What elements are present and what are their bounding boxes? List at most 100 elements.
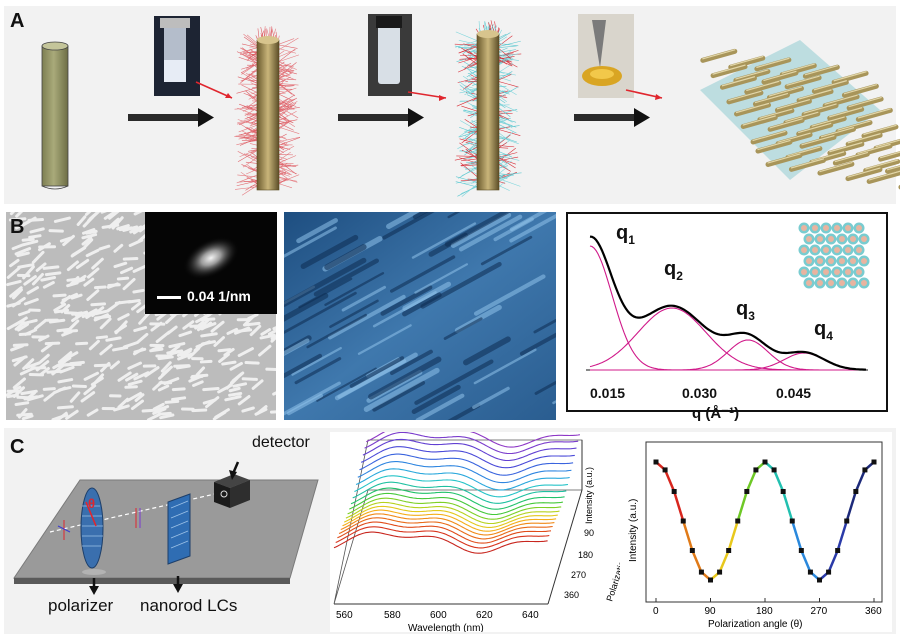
intensity-data-point [717,569,723,575]
panel-a [4,6,896,204]
polarizer-disk [80,487,106,575]
intensity-plot-frame [645,441,883,603]
intensity-data-point [826,569,832,575]
spectra-depth-tick: 360 [564,590,579,600]
spectra-x-tick: 600 [430,610,447,621]
intensity-data-point [662,467,668,473]
intensity-line-segment [800,550,812,573]
intensity-data-point [708,577,713,583]
intensity-line-segment [845,491,858,522]
saxs-inset [798,222,870,289]
saxs-tick-1: 0.030 [682,385,718,401]
vial-photo-1 [154,16,200,96]
detector-box [214,474,250,508]
intensity-data-point [735,518,741,524]
intensity-line-segment [727,520,739,551]
ligand-rod-red [234,26,301,196]
intensity-data-point [835,548,841,553]
saxs-chart [566,212,888,412]
scale-bar [157,296,181,299]
bare-nanorod [41,41,69,190]
spectra-z-axis-label: Intensity (a.u.) [584,467,594,524]
spectrum-line [347,497,562,520]
intensity-data-point [726,548,732,553]
nanorod-lc-cell [167,493,191,565]
panel-b-label: B [10,216,25,238]
tem-micrograph [6,212,276,420]
spectra-depth-tick: 90 [584,528,594,538]
saxs-x-axis-label: q (Å⁻¹) [692,405,740,422]
spectrum-line [352,481,567,504]
intensity-data-point [780,489,786,494]
spectrum-line [343,505,558,528]
spectrum-line [337,521,552,544]
intensity-data-point [798,548,804,553]
beam-markers [57,508,141,540]
pointer-arrow-1 [195,81,233,99]
light-path [49,489,233,533]
spectra-depth-tick: 180 [578,550,593,560]
spectra-x-tick: 640 [522,610,539,621]
intensity-line-segment [736,491,749,522]
ligand-rod-cyan [454,20,522,197]
intensity-line-segment [745,469,758,492]
nanorod-lcs-label: nanorod LCs [140,596,238,615]
saxs-tick-2: 0.045 [776,385,812,401]
spectra-x-tick: 560 [336,610,353,621]
spectrum-line [364,432,579,455]
spectrum-line [354,475,569,498]
intensity-x-axis-label: Polarization angle (θ) [708,619,803,630]
spectrum-line [350,487,565,510]
peak-q3-label: q3 [736,298,755,323]
intensity-data-point [853,489,859,494]
intensity-data-point [844,518,850,524]
spectra-depth-tick: 270 [571,570,586,580]
spectrum-line [335,526,550,549]
spectra-depth-axis [547,489,583,605]
pom-texture-image [284,212,556,420]
intensity-data-point [689,548,695,553]
spectra-x-axis-label: Wavelength (nm) [408,623,484,632]
vial-photo-2 [368,14,412,96]
intensity-x-tick: 360 [865,606,882,617]
intensity-line-segment [663,469,676,492]
spectrum-line [357,461,572,484]
panel-c-label: C [10,436,25,458]
intensity-line-segment [836,520,848,551]
intensity-line-segment [691,550,703,573]
fft-scale-label: 0.04 1/nm [187,288,251,304]
intensity-line-segment [827,550,839,573]
spectrum-line [355,468,570,491]
intensity-data-point [789,518,795,524]
intensity-line-segment [718,550,730,573]
nanorod-assembly [700,40,900,190]
intensity-data-point [680,518,686,524]
intensity-data-point [807,569,813,575]
spectra-x-tick: 580 [384,610,401,621]
intensity-line-segment [772,469,785,492]
spectrum-line [342,509,557,532]
spectra-depth-ticks: 90 180 270 360 [564,528,594,600]
intensity-data-point [762,459,768,465]
intensity-y-axis-label: Intensity (a.u.) [628,499,639,562]
intensity-data-point [698,569,704,575]
intensity-line-segment [672,491,685,522]
intensity-line-segment [781,491,794,522]
peak-q4-label: q4 [814,318,833,343]
polarization-angle-arrow [85,501,97,527]
optical-table [13,479,319,579]
intensity-data-point [671,489,677,494]
spectrum-line [361,446,575,469]
intensity-data-point [653,459,659,465]
vial-photo-3 [578,14,634,98]
saxs-fit-peak-3 [590,339,866,371]
intensity-x-tick: 270 [811,606,828,617]
intensity-x-tick: 0 [653,606,659,617]
spectrum-line [340,513,555,536]
intensity-data-point [753,467,759,473]
spectrum-line [345,501,560,525]
polarizer-label: polarizer [48,596,114,615]
panel-a-schematic [41,14,900,197]
intensity-data-point [817,577,822,583]
peak-q1-label: q1 [616,222,635,247]
